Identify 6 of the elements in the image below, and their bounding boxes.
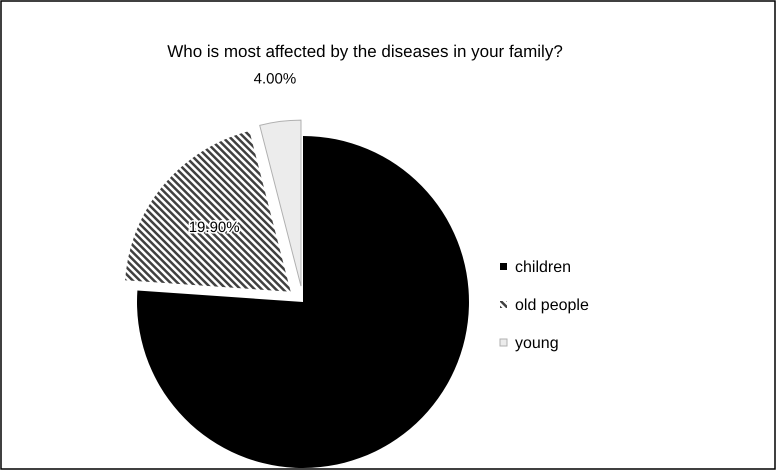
data-label: 4.00% [254, 70, 296, 88]
legend-label: young [515, 335, 559, 352]
chart-title: Who is most affected by the diseases in your family? [167, 42, 563, 61]
legend-label: children [515, 259, 572, 276]
legend-label: old people [515, 297, 589, 314]
data-label: 19.90% [188, 219, 240, 236]
